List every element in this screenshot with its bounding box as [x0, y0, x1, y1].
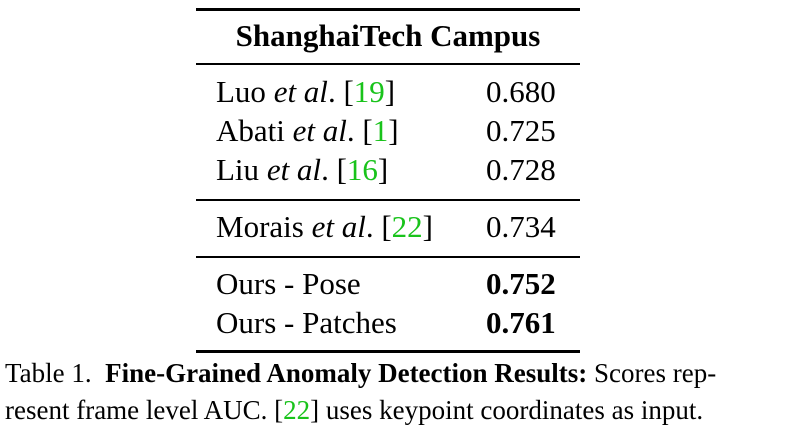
- table-row: Ours - Patches 0.761: [216, 304, 560, 342]
- auc-score: 0.725: [486, 113, 556, 148]
- table-header: ShanghaiTech Campus: [235, 18, 541, 53]
- auc-score: 0.680: [486, 74, 556, 109]
- method-name: Morais et al. [22]: [216, 209, 433, 244]
- citation-link[interactable]: 19: [353, 74, 385, 109]
- method-name: Abati et al. [1]: [216, 113, 399, 148]
- citation-link[interactable]: 16: [346, 152, 378, 187]
- caption-line-2: resent frame level AUC. [22] uses keypoi…: [5, 395, 704, 425]
- citation-link[interactable]: 22: [283, 395, 311, 425]
- caption-title: Fine-Grained Anomaly Detection Results:: [105, 358, 588, 388]
- caption-line-1: Table 1. Fine-Grained Anomaly Detection …: [5, 358, 717, 388]
- table-row: Morais et al. [22] 0.734: [216, 208, 560, 246]
- table-header-rule: [196, 63, 580, 65]
- table-row: Abati et al. [1] 0.725: [216, 112, 560, 150]
- caption-label: Table 1.: [5, 358, 92, 388]
- table-bottom-rule: [196, 350, 580, 353]
- table-top-rule: [196, 8, 580, 11]
- table-caption: Table 1. Fine-Grained Anomaly Detection …: [5, 355, 780, 429]
- auc-score: 0.734: [486, 209, 556, 244]
- method-name: Ours - Pose: [216, 266, 361, 301]
- table-section-rule: [196, 199, 580, 201]
- citation-link[interactable]: 22: [391, 209, 423, 244]
- citation-link[interactable]: 1: [372, 113, 389, 148]
- table-section-rule: [196, 256, 580, 258]
- table-row: Ours - Pose 0.752: [216, 265, 560, 303]
- table-row: Liu et al. [16] 0.728: [216, 151, 560, 189]
- method-name: Luo et al. [19]: [216, 74, 396, 109]
- method-name: Liu et al. [16]: [216, 152, 389, 187]
- method-name: Ours - Patches: [216, 305, 397, 340]
- auc-score-best: 0.761: [486, 305, 556, 340]
- auc-score-best: 0.752: [486, 266, 556, 301]
- table-row: Luo et al. [19] 0.680: [216, 73, 560, 111]
- auc-score: 0.728: [486, 152, 556, 187]
